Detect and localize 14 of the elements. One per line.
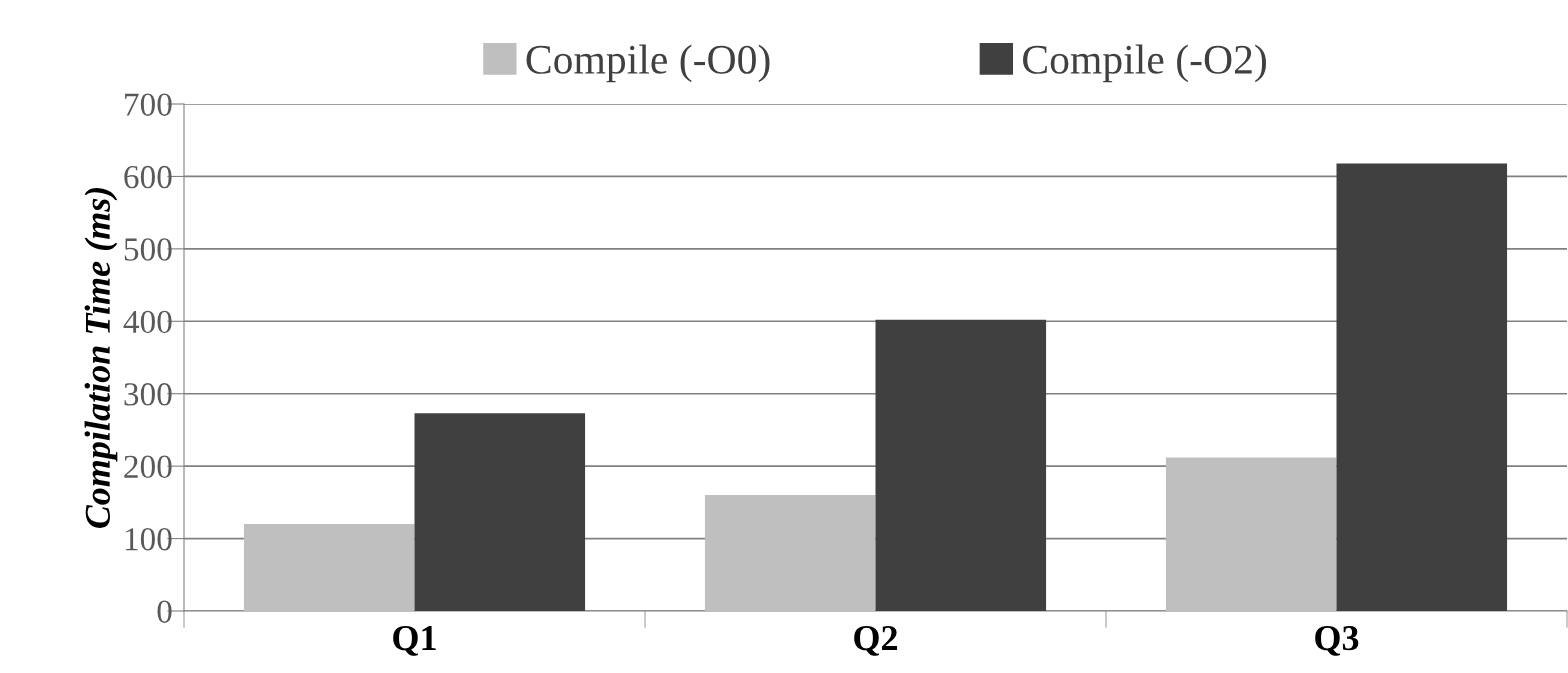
x-tick-label: Q2 xyxy=(854,626,898,656)
y-tick-label: 300 xyxy=(124,383,172,406)
legend-label: Compile (-O2) xyxy=(1023,44,1266,83)
x-tick-label: Q3 xyxy=(1315,626,1359,656)
y-tick-label: 700 xyxy=(125,93,172,116)
y-tick-label: 500 xyxy=(124,238,172,261)
y-tick-label: 0 xyxy=(157,600,172,623)
y-tick-label: 200 xyxy=(124,455,172,479)
y-tick-label: 600 xyxy=(124,165,172,189)
y-tick-label: 100 xyxy=(125,527,172,551)
legend-label: Compile (-O0) xyxy=(526,44,770,83)
y-tick-label: 400 xyxy=(123,310,172,334)
y-axis-title: Compilation Time (ms) xyxy=(84,187,118,529)
x-tick-label: Q1 xyxy=(393,626,436,656)
